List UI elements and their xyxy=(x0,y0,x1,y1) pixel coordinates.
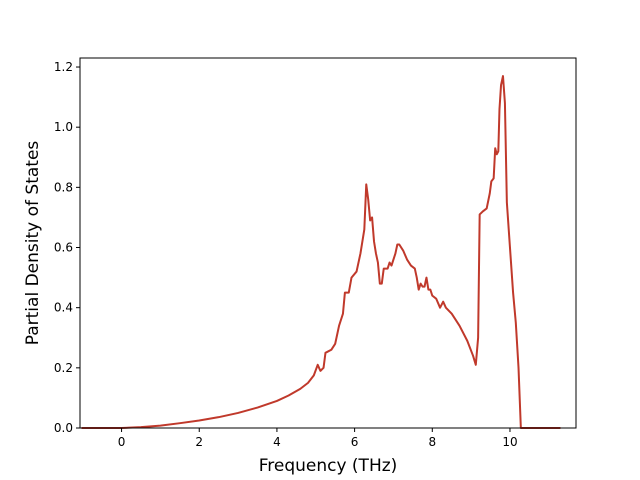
axes-border xyxy=(79,57,577,429)
y-tick-label: 0.2 xyxy=(54,361,73,375)
axes-frame xyxy=(79,57,577,429)
x-tick-label: 10 xyxy=(502,435,517,449)
x-axis-label: Frequency (THz) xyxy=(259,456,398,476)
y-tick-label: 1.0 xyxy=(54,120,73,134)
y-tick-label: 0.8 xyxy=(54,180,73,194)
y-tick-label: 0.4 xyxy=(54,301,73,315)
y-tick-label: 0.0 xyxy=(54,421,73,435)
y-axis-label: Partial Density of States xyxy=(23,141,43,346)
x-tick-label: 6 xyxy=(351,435,359,449)
x-tick-label: 0 xyxy=(118,435,126,449)
series-line-0 xyxy=(81,75,561,429)
x-axis-ticks: 0 2 4 6 8 10 xyxy=(118,428,518,449)
y-tick-label: 1.2 xyxy=(54,60,73,74)
plot-lines xyxy=(81,75,561,429)
y-tick-label: 0.6 xyxy=(54,241,73,255)
y-axis-ticks: 0.0 0.2 0.4 0.6 0.8 1.0 1.2 xyxy=(54,60,80,435)
x-tick-label: 4 xyxy=(273,435,281,449)
x-tick-label: 8 xyxy=(428,435,436,449)
x-tick-label: 2 xyxy=(195,435,203,449)
